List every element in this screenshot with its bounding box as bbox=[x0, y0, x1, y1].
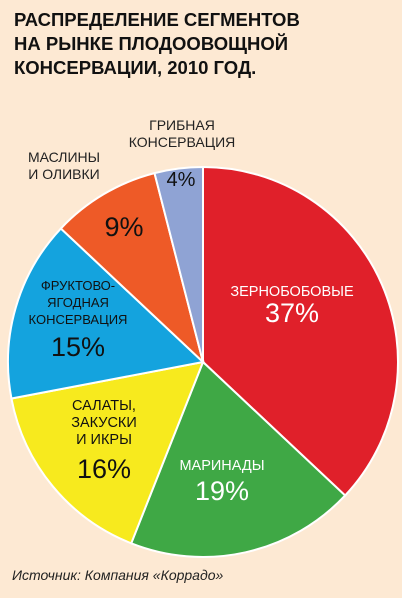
slice-label: ЯГОДНАЯ bbox=[47, 295, 109, 310]
slice-value-label: 16% bbox=[77, 454, 131, 484]
slice-value-label: 9% bbox=[104, 212, 143, 242]
slice-label-group: ФРУКТОВО- ЯГОДНАЯ КОНСЕРВАЦИЯ 15% bbox=[29, 278, 128, 362]
slice-label-group: МАРИНАДЫ 19% bbox=[179, 458, 264, 506]
chart-title: РАСПРЕДЕЛЕНИЕ СЕГМЕНТОВ НА РЫНКЕ ПЛОДООВ… bbox=[14, 8, 394, 80]
slice-label: КОНСЕРВАЦИЯ bbox=[29, 312, 128, 327]
slice-value-label: 4% bbox=[167, 169, 196, 191]
chart-title-line-3: КОНСЕРВАЦИИ, 2010 ГОД. bbox=[14, 57, 257, 78]
slice-label: ГРИБНАЯ bbox=[149, 117, 215, 133]
slice-label: МАРИНАДЫ bbox=[179, 458, 264, 474]
slice-value-label: 37% bbox=[265, 298, 319, 328]
pie-slice bbox=[202, 165, 399, 497]
slice-label: ФРУКТОВО- bbox=[41, 278, 115, 293]
slice-label: КОНСЕРВАЦИЯ bbox=[129, 134, 236, 150]
slice-value-label: 15% bbox=[51, 332, 105, 362]
chart-title-line-2: НА РЫНКЕ ПЛОДООВОЩНОЙ bbox=[14, 33, 289, 54]
slice-label: ЗЕРНОБОБОВЫЕ bbox=[230, 284, 354, 300]
pie-slice bbox=[7, 227, 206, 400]
source-note: Источник: Компания «Коррадо» bbox=[12, 567, 224, 583]
chart-title-line-1: РАСПРЕДЕЛЕНИЕ СЕГМЕНТОВ bbox=[14, 9, 300, 30]
pie-slice bbox=[59, 171, 205, 366]
slice-label: И ОЛИВКИ bbox=[28, 166, 100, 182]
slice-label: И ИКРЫ bbox=[76, 432, 132, 448]
pie-slice bbox=[153, 165, 204, 363]
slice-label: ЗАКУСКИ bbox=[71, 415, 137, 431]
slice-value-label: 19% bbox=[195, 476, 249, 506]
slice-label: САЛАТЫ, bbox=[72, 398, 136, 414]
slice-label: МАСЛИНЫ bbox=[28, 149, 100, 165]
pie-slice bbox=[10, 360, 205, 545]
